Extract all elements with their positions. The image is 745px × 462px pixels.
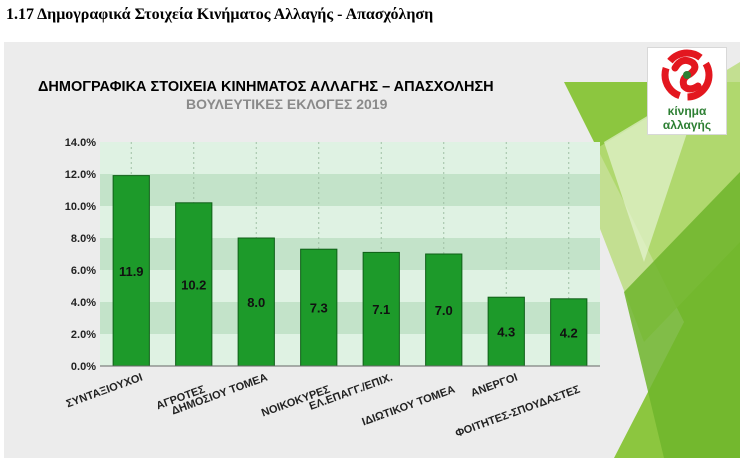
bar xyxy=(425,253,463,367)
grid-band xyxy=(100,238,600,270)
chart-title: ΔΗΜΟΓΡΑΦΙΚΑ ΣΤΟΙΧΕΙΑ ΚΙΝΗΜΑΤΟΣ ΑΛΛΑΓΗΣ –… xyxy=(38,79,494,95)
bar-value-label: 10.2 xyxy=(181,277,206,292)
x-category-label: ΣΥΝΤΑΞΙΟΥΧΟΙ xyxy=(65,372,145,411)
grid-band xyxy=(100,334,600,366)
grid-band xyxy=(100,174,600,206)
bar-chart: 0.0% 2.0% 4.0% 6.0% 8.0% 10.0% 12.0% 14.0% 11.9 1… xyxy=(65,137,600,440)
grid-band xyxy=(100,206,600,238)
y-tick-label: 6.0% xyxy=(71,265,96,277)
deco-dark-shape xyxy=(624,172,740,458)
y-tick-label: 10.0% xyxy=(65,201,96,213)
chart-subtitle: ΒΟΥΛΕΥΤΙΚΕΣ ΕΚΛΟΓΕΣ 2019 xyxy=(186,96,388,112)
y-tick-label: 0.0% xyxy=(71,361,96,373)
bar xyxy=(362,251,400,367)
logo-text-line1: κίνημα xyxy=(667,104,707,118)
bar-value-label: 7.1 xyxy=(372,302,390,317)
x-category-label: ΑΝΕΡΓΟΙ xyxy=(469,372,519,400)
bar-value-label: 8.0 xyxy=(247,295,265,310)
logo-text-line2: αλλαγής xyxy=(662,118,712,132)
page-heading: 1.17 Δημογραφικά Στοιχεία Κινήματος Αλλα… xyxy=(6,6,434,23)
y-tick-label: 14.0% xyxy=(65,137,96,149)
bar xyxy=(300,248,338,367)
slide: ΔΗΜΟΓΡΑΦΙΚΑ ΣΤΟΙΧΕΙΑ ΚΙΝΗΜΑΤΟΣ ΑΛΛΑΓΗΣ –… xyxy=(4,42,740,458)
grid-band xyxy=(100,270,600,302)
y-tick-label: 2.0% xyxy=(71,329,96,341)
y-tick-label: 8.0% xyxy=(71,233,96,245)
y-tick-label: 4.0% xyxy=(71,297,96,309)
bar xyxy=(487,296,525,367)
bar-value-label: 7.3 xyxy=(310,301,328,316)
grid-band xyxy=(100,302,600,334)
bar-value-label: 7.0 xyxy=(435,303,453,318)
bar-value-label: 11.9 xyxy=(119,264,144,279)
bar xyxy=(237,237,275,367)
bar xyxy=(550,298,588,367)
logo-symbol-icon xyxy=(661,49,713,101)
bar-value-label: 4.2 xyxy=(560,325,578,340)
bar-value-label: 4.3 xyxy=(497,325,515,340)
party-logo: κίνημα αλλαγής xyxy=(647,47,727,135)
x-category-label: ΙΔΙΩΤΙΚΟΥ ΤΟΜΕΑ xyxy=(360,384,456,429)
grid-band xyxy=(100,142,600,174)
y-tick-label: 12.0% xyxy=(65,169,96,181)
